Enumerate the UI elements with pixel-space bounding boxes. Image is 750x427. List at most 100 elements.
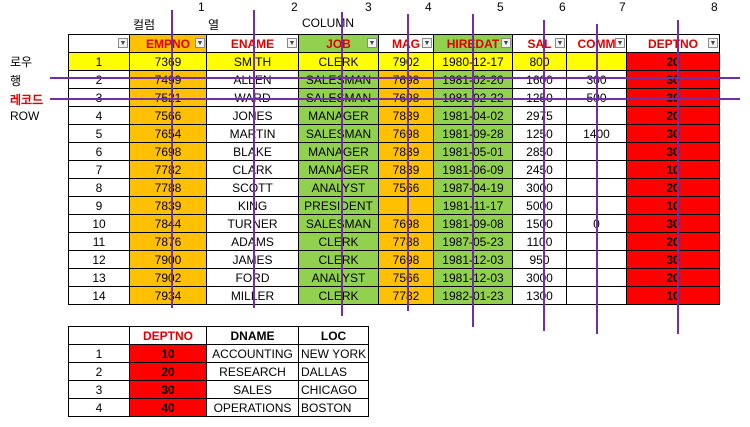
dept-cell-n[interactable]: 3 — [68, 380, 130, 399]
cell-mgr[interactable]: 7566 — [378, 268, 434, 287]
header-mgr[interactable]: MAG ▼ — [378, 34, 434, 53]
cell-job[interactable]: MANAGER — [298, 142, 379, 161]
dept-header-dname[interactable]: DNAME — [206, 326, 299, 345]
header-empno[interactable]: EMPNO ▼ — [129, 34, 207, 53]
cell-job[interactable]: CLERK — [298, 232, 379, 251]
cell-empno[interactable]: 7839 — [129, 196, 207, 215]
cell-empno[interactable]: 7782 — [129, 160, 207, 179]
cell-sal[interactable]: 1250 — [512, 124, 567, 143]
cell-mgr[interactable]: 7698 — [378, 124, 434, 143]
cell-mgr[interactable]: 7902 — [378, 52, 434, 71]
cell-mgr[interactable]: 7788 — [378, 232, 434, 251]
cell-n[interactable]: 1 — [68, 52, 130, 71]
header-deptno[interactable]: DEPTNO ▼ — [626, 34, 720, 53]
cell-empno[interactable]: 7902 — [129, 268, 207, 287]
cell-mgr[interactable]: 7839 — [378, 142, 434, 161]
cell-n[interactable]: 10 — [68, 214, 130, 233]
dept-cell-loc[interactable]: CHICAGO — [297, 380, 370, 399]
cell-job[interactable]: ANALYST — [298, 268, 379, 287]
filter-dropdown-icon[interactable]: ▼ — [708, 38, 718, 48]
cell-sal[interactable]: 5000 — [512, 196, 567, 215]
cell-deptno[interactable]: 10 — [626, 196, 720, 215]
dept-cell-deptno[interactable]: 20 — [129, 362, 207, 381]
filter-dropdown-icon[interactable]: ▼ — [615, 38, 625, 48]
cell-sal[interactable]: 800 — [512, 52, 567, 71]
cell-mgr[interactable]: 7782 — [378, 286, 434, 305]
cell-n[interactable]: 13 — [68, 268, 130, 287]
cell-n[interactable]: 2 — [68, 70, 130, 89]
cell-sal[interactable]: 3000 — [512, 268, 567, 287]
cell-mgr[interactable]: 7839 — [378, 106, 434, 125]
cell-deptno[interactable]: 20 — [626, 268, 720, 287]
dept-cell-n[interactable]: 4 — [68, 398, 130, 417]
cell-job[interactable]: SALESMAN — [298, 124, 379, 143]
cell-n[interactable]: 6 — [68, 142, 130, 161]
dept-cell-deptno[interactable]: 10 — [129, 344, 207, 363]
filter-dropdown-icon[interactable]: ▼ — [118, 38, 128, 48]
cell-job[interactable]: CLERK — [298, 286, 379, 305]
cell-deptno[interactable]: 30 — [626, 124, 720, 143]
cell-sal[interactable]: 1100 — [512, 232, 567, 251]
filter-dropdown-icon[interactable]: ▼ — [422, 38, 432, 48]
cell-deptno[interactable]: 10 — [626, 286, 720, 305]
cell-empno[interactable]: 7698 — [129, 142, 207, 161]
dept-cell-loc[interactable]: NEW YORK — [297, 344, 370, 363]
cell-n[interactable]: 4 — [68, 106, 130, 125]
header-ename[interactable]: ENAME ▼ — [206, 34, 299, 53]
dept-header-deptno[interactable]: DEPTNO — [129, 326, 207, 345]
cell-empno[interactable]: 7566 — [129, 106, 207, 125]
cell-deptno[interactable]: 10 — [626, 160, 720, 179]
cell-job[interactable]: MANAGER — [298, 106, 379, 125]
cell-mgr[interactable]: 7839 — [378, 160, 434, 179]
cell-deptno[interactable]: 30 — [626, 214, 720, 233]
dept-header-loc[interactable]: LOC — [297, 326, 370, 345]
dept-cell-n[interactable]: 1 — [68, 344, 130, 363]
cell-empno[interactable]: 7369 — [129, 52, 207, 71]
cell-job[interactable]: SALESMAN — [298, 214, 379, 233]
cell-empno[interactable]: 7844 — [129, 214, 207, 233]
cell-mgr[interactable] — [378, 196, 434, 215]
cell-n[interactable]: 12 — [68, 250, 130, 269]
filter-dropdown-icon[interactable]: ▼ — [501, 38, 511, 48]
cell-empno[interactable]: 7654 — [129, 124, 207, 143]
cell-mgr[interactable]: 7698 — [378, 70, 434, 89]
cell-job[interactable]: SALESMAN — [298, 70, 379, 89]
cell-sal[interactable]: 2450 — [512, 160, 567, 179]
cell-ename[interactable]: JAMES — [206, 250, 299, 269]
filter-dropdown-icon[interactable]: ▼ — [367, 38, 377, 48]
cell-job[interactable]: MANAGER — [298, 160, 379, 179]
cell-deptno[interactable]: 30 — [626, 70, 720, 89]
dept-cell-deptno[interactable]: 30 — [129, 380, 207, 399]
cell-mgr[interactable]: 7566 — [378, 178, 434, 197]
cell-ename[interactable]: ALLEN — [206, 70, 299, 89]
cell-mgr[interactable]: 7698 — [378, 214, 434, 233]
cell-deptno[interactable]: 30 — [626, 88, 720, 107]
cell-deptno[interactable]: 20 — [626, 232, 720, 251]
cell-deptno[interactable]: 30 — [626, 142, 720, 161]
cell-n[interactable]: 8 — [68, 178, 130, 197]
cell-sal[interactable]: 950 — [512, 250, 567, 269]
cell-empno[interactable]: 7900 — [129, 250, 207, 269]
cell-job[interactable]: CLERK — [298, 52, 379, 71]
cell-job[interactable]: PRESIDENT — [298, 196, 379, 215]
cell-deptno[interactable]: 30 — [626, 250, 720, 269]
cell-ename[interactable]: WARD — [206, 88, 299, 107]
header-sal[interactable]: SAL ▼ — [512, 34, 567, 53]
dept-cell-deptno[interactable]: 40 — [129, 398, 207, 417]
cell-n[interactable]: 14 — [68, 286, 130, 305]
dept-cell-dname[interactable]: SALES — [206, 380, 299, 399]
dept-cell-dname[interactable]: RESEARCH — [206, 362, 299, 381]
cell-ename[interactable]: MILLER — [206, 286, 299, 305]
cell-n[interactable]: 5 — [68, 124, 130, 143]
cell-deptno[interactable]: 20 — [626, 178, 720, 197]
cell-deptno[interactable]: 20 — [626, 106, 720, 125]
cell-sal[interactable]: 1500 — [512, 214, 567, 233]
cell-job[interactable]: ANALYST — [298, 178, 379, 197]
cell-empno[interactable]: 7934 — [129, 286, 207, 305]
cell-sal[interactable]: 1600 — [512, 70, 567, 89]
cell-empno[interactable]: 7499 — [129, 70, 207, 89]
cell-n[interactable]: 9 — [68, 196, 130, 215]
cell-mgr[interactable]: 7698 — [378, 250, 434, 269]
dept-cell-dname[interactable]: ACCOUNTING — [206, 344, 299, 363]
dept-cell-dname[interactable]: OPERATIONS — [206, 398, 299, 417]
